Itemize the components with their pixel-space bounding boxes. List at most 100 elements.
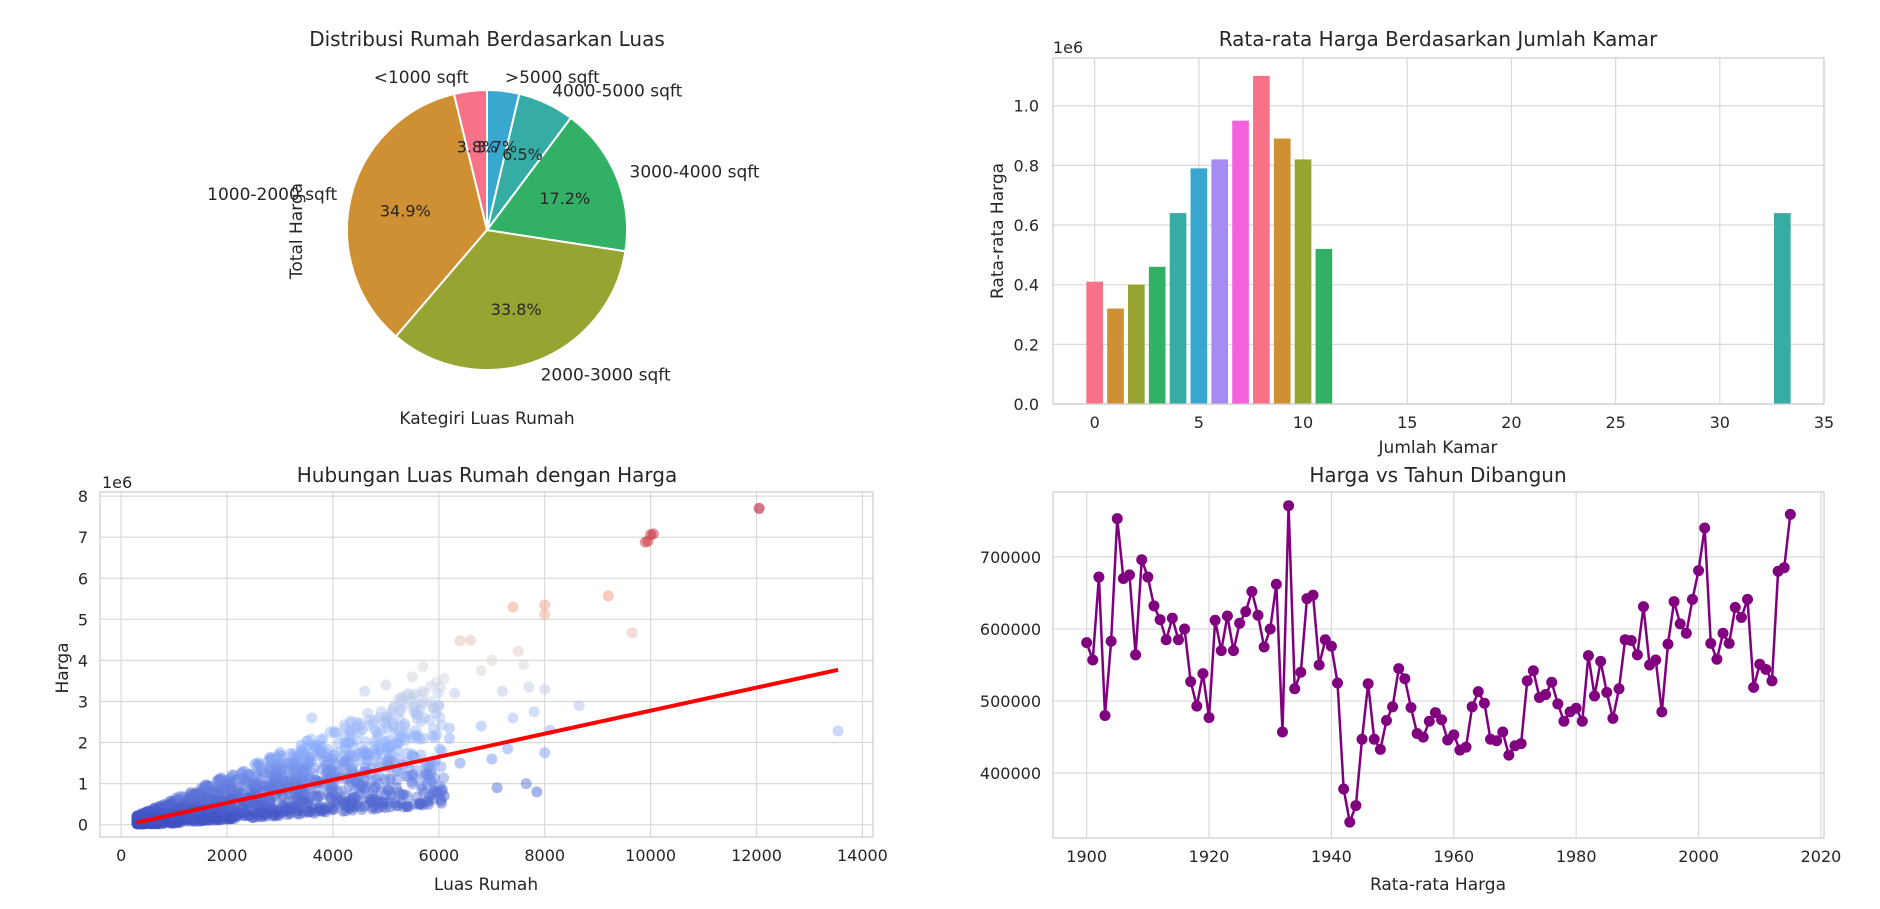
scatter-cloud-point	[303, 751, 315, 763]
scatter-cloud-point	[337, 758, 349, 770]
scatter-cloud-point	[358, 783, 370, 795]
scatter-cloud-point	[132, 811, 144, 823]
scatter-point	[539, 599, 551, 611]
scatter-cloud-point	[199, 809, 211, 821]
scatter-cloud-point	[394, 713, 406, 725]
scatter-cloud-point	[194, 812, 206, 824]
line-marker	[1374, 743, 1386, 755]
scatter-cloud-point	[268, 776, 280, 788]
bar	[1086, 281, 1104, 404]
scatter-cloud-point	[194, 789, 206, 801]
scatter-cloud-point	[206, 783, 218, 795]
scatter-cloud-point	[374, 757, 386, 769]
pie-chart-title: Distribusi Rumah Berdasarkan Luas	[309, 27, 665, 51]
scatter-cloud-point	[409, 729, 421, 741]
scatter-cloud-point	[315, 804, 327, 816]
line-marker	[1497, 726, 1509, 738]
line-marker	[1356, 733, 1368, 745]
scatter-cloud-point	[225, 813, 237, 825]
scatter-cloud-point	[178, 798, 190, 810]
line-marker	[1313, 659, 1325, 671]
scatter-cloud-point	[153, 804, 165, 816]
scatter-cloud-point	[330, 758, 342, 770]
scatter-ticks: 0 2000 4000 6000 8000 10000 12000 14000 0 1 2 3 4 5 6 7…	[78, 487, 888, 865]
line-marker	[1478, 697, 1490, 709]
scatter-point	[359, 685, 371, 697]
scatter-cloud-point	[296, 745, 308, 757]
line-xlabel: Rata-rata Harga	[1370, 875, 1506, 895]
scatter-cloud-point	[196, 785, 208, 797]
line-marker	[1723, 637, 1735, 649]
scatter-cloud-point	[184, 788, 196, 800]
scatter-cloud-point	[212, 814, 224, 826]
scatter-cloud-point	[298, 762, 310, 774]
scatter-cloud-point	[132, 810, 144, 822]
scatter-cloud-point	[204, 811, 216, 823]
scatter-cloud-point	[348, 801, 360, 813]
scatter-cloud-point	[165, 798, 177, 810]
scatter-cloud-point	[238, 810, 250, 822]
scatter-cloud-point	[248, 780, 260, 792]
scatter-cloud-point	[193, 790, 205, 802]
bar	[1273, 138, 1291, 404]
scatter-cloud-point	[216, 780, 228, 792]
scatter-cloud-point	[383, 753, 395, 765]
scatter-cloud-point	[137, 809, 149, 821]
line-x-tick-label: 1980	[1556, 847, 1597, 866]
scatter-cloud-point	[364, 793, 376, 805]
scatter-cloud-point	[393, 753, 405, 765]
bar-offset-text: 1e6	[1053, 38, 1083, 57]
scatter-cloud-point	[135, 808, 147, 820]
scatter-cloud-point	[315, 746, 327, 758]
scatter-cloud-point	[381, 756, 393, 768]
scatter-cloud-point	[431, 676, 443, 688]
scatter-cloud-point	[365, 775, 377, 787]
scatter-cloud-point	[331, 746, 343, 758]
scatter-cloud-point	[214, 782, 226, 794]
scatter-cloud-point	[423, 795, 435, 807]
scatter-cloud-point	[357, 745, 369, 757]
scatter-cloud-point	[152, 805, 164, 817]
scatter-cloud-point	[364, 796, 376, 808]
scatter-cloud-point	[158, 798, 170, 810]
line-marker	[1784, 508, 1796, 520]
scatter-cloud-point	[148, 805, 160, 817]
line-marker	[1558, 715, 1570, 727]
bar-y-tick-label: 0.0	[1014, 395, 1039, 414]
scatter-cloud-point	[155, 800, 167, 812]
scatter-cloud-point	[302, 756, 314, 768]
scatter-y-tick-label: 5	[78, 610, 88, 629]
scatter-cloud-point	[370, 794, 382, 806]
scatter-cloud-point	[406, 769, 418, 781]
scatter-cloud-point	[325, 792, 337, 804]
scatter-cloud-point	[416, 685, 428, 697]
line-y-tick-label: 700000	[980, 548, 1041, 567]
scatter-cloud-point	[434, 743, 446, 755]
scatter-cloud-point	[312, 739, 324, 751]
scatter-cloud-point	[394, 705, 406, 717]
scatter-cloud-point	[233, 782, 245, 794]
scatter-cloud-point	[417, 696, 429, 708]
scatter-cloud-point	[336, 785, 348, 797]
scatter-cloud-point	[360, 781, 372, 793]
scatter-cloud-point	[338, 756, 350, 768]
scatter-cloud-point	[381, 745, 393, 757]
scatter-cloud-point	[238, 765, 250, 777]
line-marker	[1766, 675, 1778, 687]
scatter-cloud-point	[145, 807, 157, 819]
line-marker	[1166, 612, 1178, 624]
scatter-cloud-point	[214, 807, 226, 819]
bar-xlabel: Jumlah Kamar	[1378, 438, 1498, 458]
scatter-cloud-point	[180, 799, 192, 811]
scatter-cloud-point	[351, 776, 363, 788]
scatter-cloud-point	[256, 780, 268, 792]
scatter-cloud-point	[230, 805, 242, 817]
scatter-cloud-point	[385, 747, 397, 759]
scatter-cloud-point	[250, 782, 262, 794]
line-marker	[1111, 513, 1123, 525]
scatter-cloud-point	[344, 725, 356, 737]
line-marker	[1380, 715, 1392, 727]
bar	[1128, 284, 1145, 404]
scatter-cloud-point	[177, 791, 189, 803]
scatter-cloud-point	[270, 810, 282, 822]
